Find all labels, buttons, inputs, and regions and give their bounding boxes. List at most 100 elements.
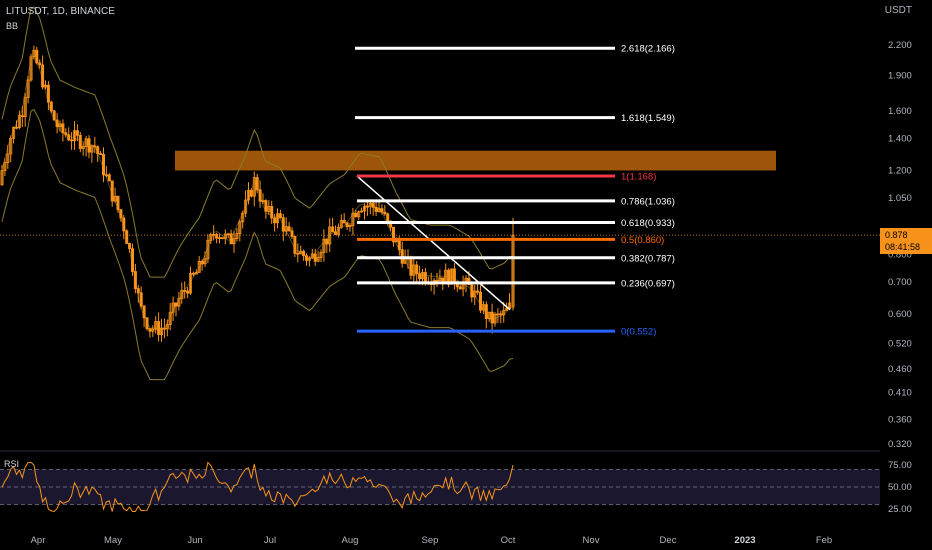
candle <box>409 258 413 276</box>
candle <box>357 211 361 218</box>
candle <box>142 305 146 319</box>
fib-level-label: 1.618(1.549) <box>621 113 675 124</box>
candle <box>339 219 343 228</box>
candle <box>316 257 320 262</box>
time-label: 2023 <box>734 535 755 546</box>
candle <box>261 200 265 202</box>
candle <box>313 253 317 262</box>
candle <box>38 62 42 66</box>
candle <box>377 208 381 212</box>
candle <box>310 253 314 259</box>
candle <box>148 328 152 332</box>
candle <box>241 212 245 223</box>
time-label: Dec <box>660 535 677 546</box>
candle <box>197 260 201 273</box>
candle <box>102 154 106 176</box>
candle <box>391 226 395 243</box>
fib-level-label: 0(0.552) <box>621 327 656 338</box>
candle <box>273 217 277 224</box>
candle <box>6 153 10 163</box>
price-axis-title: USDT <box>884 5 912 16</box>
fib-level-label: 0.382(0.787) <box>621 253 675 264</box>
candle <box>502 309 506 316</box>
candle <box>345 222 349 227</box>
candle <box>107 174 111 182</box>
candle <box>125 230 129 244</box>
candle <box>290 230 294 237</box>
candle <box>418 273 422 280</box>
time-label: Aug <box>342 535 359 546</box>
candle <box>380 208 384 213</box>
candle <box>244 199 248 214</box>
candle <box>23 97 27 117</box>
candle <box>17 115 21 128</box>
time-label: Feb <box>816 535 832 546</box>
candle <box>284 226 288 232</box>
candle <box>165 324 169 330</box>
bb-upper-band <box>1 6 514 278</box>
candle <box>67 134 71 141</box>
time-label: Sep <box>422 535 439 546</box>
candle <box>389 220 393 228</box>
candle <box>287 226 291 232</box>
candle <box>423 272 427 283</box>
candle <box>99 153 103 155</box>
candle <box>296 252 300 255</box>
candle <box>281 217 285 232</box>
candle <box>386 213 390 222</box>
candle <box>183 289 187 292</box>
candle <box>90 145 94 153</box>
candle <box>470 284 474 298</box>
price-tick: 0.320 <box>888 439 912 450</box>
rsi-label: RSI <box>4 459 20 469</box>
resistance-zone <box>175 150 776 171</box>
candle <box>348 225 352 227</box>
fib-level-label: 2.618(2.166) <box>621 44 675 55</box>
candle <box>307 257 311 261</box>
rsi-line <box>1 461 514 513</box>
candle <box>368 202 372 207</box>
time-label: Jul <box>264 535 276 546</box>
bar-countdown: 08:41:58 <box>885 242 921 252</box>
candle <box>336 226 340 235</box>
price-tick: 0.520 <box>888 339 912 350</box>
candle <box>397 240 401 251</box>
candle <box>41 64 45 88</box>
fib-level-label: 0.236(0.697) <box>621 278 675 289</box>
fib-level-label: 0.618(0.933) <box>621 218 675 229</box>
fib-level-label: 0.5(0.860) <box>621 235 664 246</box>
candle <box>55 119 59 128</box>
candle <box>354 212 358 218</box>
price-tick: 1.400 <box>888 134 912 145</box>
candle <box>93 145 97 148</box>
candle <box>299 250 303 255</box>
candle <box>302 250 306 257</box>
candle <box>20 115 24 117</box>
candle <box>374 206 378 212</box>
current-price-badge: 0.878 08:41:58 <box>880 228 932 254</box>
candle <box>496 313 500 316</box>
candle <box>209 234 213 241</box>
fib-level-label: 1(1.168) <box>621 172 656 183</box>
rsi-tick: 50.00 <box>888 482 912 493</box>
time-label: Apr <box>31 535 46 546</box>
rsi-tick: 75.00 <box>888 460 912 471</box>
trendline <box>356 175 511 311</box>
fib-level-label: 0.786(1.036) <box>621 196 675 207</box>
bb-lower-band <box>1 108 514 381</box>
candle <box>122 217 126 232</box>
candle <box>12 126 16 139</box>
candle <box>70 139 74 142</box>
candle <box>81 145 85 149</box>
candle <box>133 271 137 289</box>
candle <box>29 56 33 81</box>
candle <box>96 146 100 154</box>
candle <box>223 233 227 239</box>
candle <box>0 170 4 186</box>
candle <box>435 279 439 282</box>
candle <box>61 123 65 134</box>
candle <box>215 233 219 239</box>
candle <box>194 272 198 275</box>
